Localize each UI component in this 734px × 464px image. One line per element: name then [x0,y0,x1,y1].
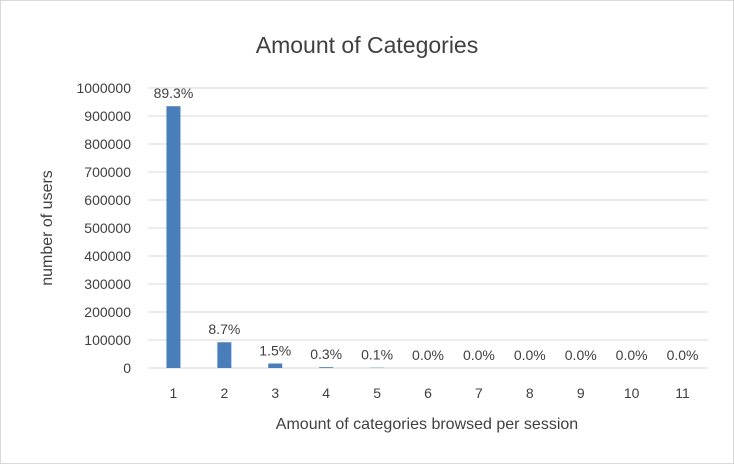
data-label: 0.0% [616,347,648,363]
x-tick-label: 1 [170,385,178,401]
bar [217,342,232,368]
data-label: 0.0% [514,347,546,363]
data-label: 0.3% [310,346,342,362]
y-tick-label: 900000 [84,108,131,124]
y-tick-label: 600000 [84,192,131,208]
x-tick-label: 4 [322,385,330,401]
gridlines [148,87,708,369]
y-tick-label: 700000 [84,164,131,180]
data-label: 8.7% [208,321,240,337]
y-tick-label: 0 [123,360,131,376]
y-axis-title: number of users [39,170,56,286]
x-tick-label: 10 [624,385,640,401]
data-label: 1.5% [259,343,291,359]
y-tick-label: 1000000 [76,80,131,96]
y-axis-ticks: 0 100000 200000 300000 400000 500000 600000 700… [76,80,131,376]
data-labels: 89.3% 8.7% 1.5% 0.3% 0.1% 0.0% 0.0% 0.0% 0.0% 0.0… [154,85,699,363]
chart-title: Amount of Categories [256,32,478,58]
y-tick-label: 400000 [84,248,131,264]
x-tick-label: 3 [271,385,279,401]
y-tick-label: 300000 [84,276,131,292]
bar [319,367,334,368]
data-label: 89.3% [154,85,194,101]
data-label: 0.0% [667,347,699,363]
x-tick-label: 2 [220,385,228,401]
x-axis-ticks: 1 2 3 4 5 6 7 8 9 10 11 [170,385,690,401]
x-axis-title: Amount of categories browsed per session [276,416,578,433]
x-tick-label: 11 [675,385,690,401]
x-tick-label: 7 [475,385,483,401]
y-tick-label: 200000 [84,304,131,320]
bar [166,106,181,368]
bars [166,106,385,368]
x-tick-label: 6 [424,385,432,401]
x-tick-label: 5 [373,385,381,401]
y-tick-label: 800000 [84,136,131,152]
data-label: 0.0% [412,347,444,363]
y-tick-label: 500000 [84,220,131,236]
y-tick-label: 100000 [84,332,131,348]
bar [268,363,283,368]
data-label: 0.0% [565,347,597,363]
x-tick-label: 9 [577,385,585,401]
data-label: 0.0% [463,347,495,363]
data-label: 0.1% [361,347,393,363]
x-tick-label: 8 [526,385,534,401]
